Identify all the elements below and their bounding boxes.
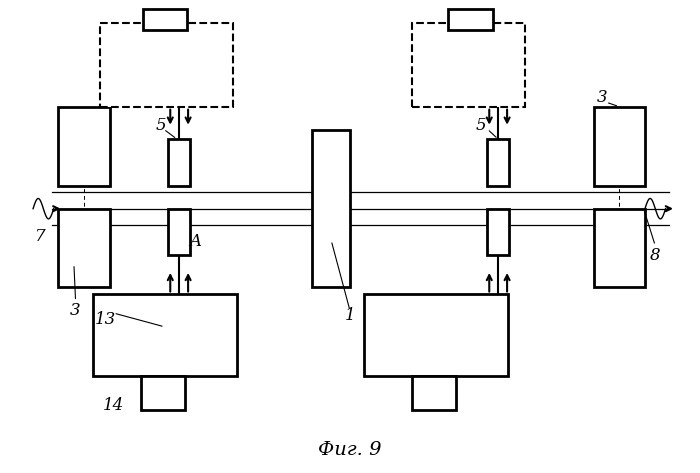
Bar <box>487 139 509 185</box>
Bar <box>92 294 237 376</box>
Text: 7: 7 <box>34 228 46 245</box>
Bar <box>143 9 188 30</box>
Bar <box>168 209 190 255</box>
Text: 13: 13 <box>94 311 116 328</box>
Bar <box>412 23 525 107</box>
Text: 8: 8 <box>650 246 661 263</box>
Bar <box>594 107 645 185</box>
Bar <box>487 209 509 255</box>
Bar <box>58 209 110 288</box>
Text: Фиг. 9: Фиг. 9 <box>318 441 382 459</box>
Bar <box>58 107 110 185</box>
Text: 5: 5 <box>476 117 486 134</box>
Bar <box>594 209 645 288</box>
Bar <box>168 139 190 185</box>
Bar <box>364 294 508 376</box>
Bar <box>141 376 186 411</box>
Text: A: A <box>190 233 202 250</box>
Text: 3: 3 <box>597 89 608 106</box>
Bar <box>448 9 493 30</box>
Text: 1: 1 <box>344 307 356 324</box>
Bar <box>412 376 456 411</box>
Text: 14: 14 <box>103 397 124 414</box>
Bar <box>99 23 233 107</box>
Bar <box>312 130 350 288</box>
Text: 5: 5 <box>155 117 166 134</box>
Text: 3: 3 <box>70 302 81 319</box>
